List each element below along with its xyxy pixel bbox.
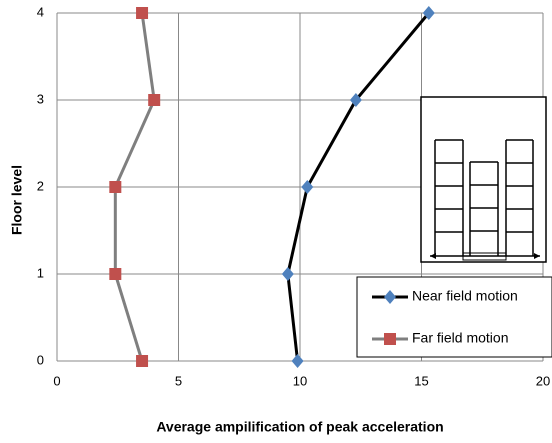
chart: Average ampilification of peak accelerat… xyxy=(0,0,552,443)
marker xyxy=(109,181,121,193)
y-tick-label: 2 xyxy=(37,178,44,193)
x-tick-label: 10 xyxy=(293,373,307,388)
marker xyxy=(148,94,160,106)
marker xyxy=(136,7,148,19)
x-tick-label: 5 xyxy=(175,373,182,388)
y-axis-title: Floor level xyxy=(9,165,25,235)
x-tick-label: 0 xyxy=(53,373,60,388)
y-tick-label: 1 xyxy=(37,265,44,280)
x-tick-label: 20 xyxy=(536,373,550,388)
building-inset xyxy=(421,97,546,262)
marker xyxy=(136,355,148,367)
legend-label: Far field motion xyxy=(412,330,508,346)
y-tick-label: 4 xyxy=(37,4,44,19)
y-tick-label: 3 xyxy=(37,91,44,106)
marker xyxy=(292,354,304,368)
marker xyxy=(109,268,121,280)
marker xyxy=(282,267,294,281)
y-tick-label: 0 xyxy=(37,352,44,367)
legend-marker xyxy=(384,333,396,345)
x-axis-title: Average ampilification of peak accelerat… xyxy=(156,419,443,435)
legend-label: Near field motion xyxy=(412,288,518,304)
x-tick-label: 15 xyxy=(414,373,428,388)
